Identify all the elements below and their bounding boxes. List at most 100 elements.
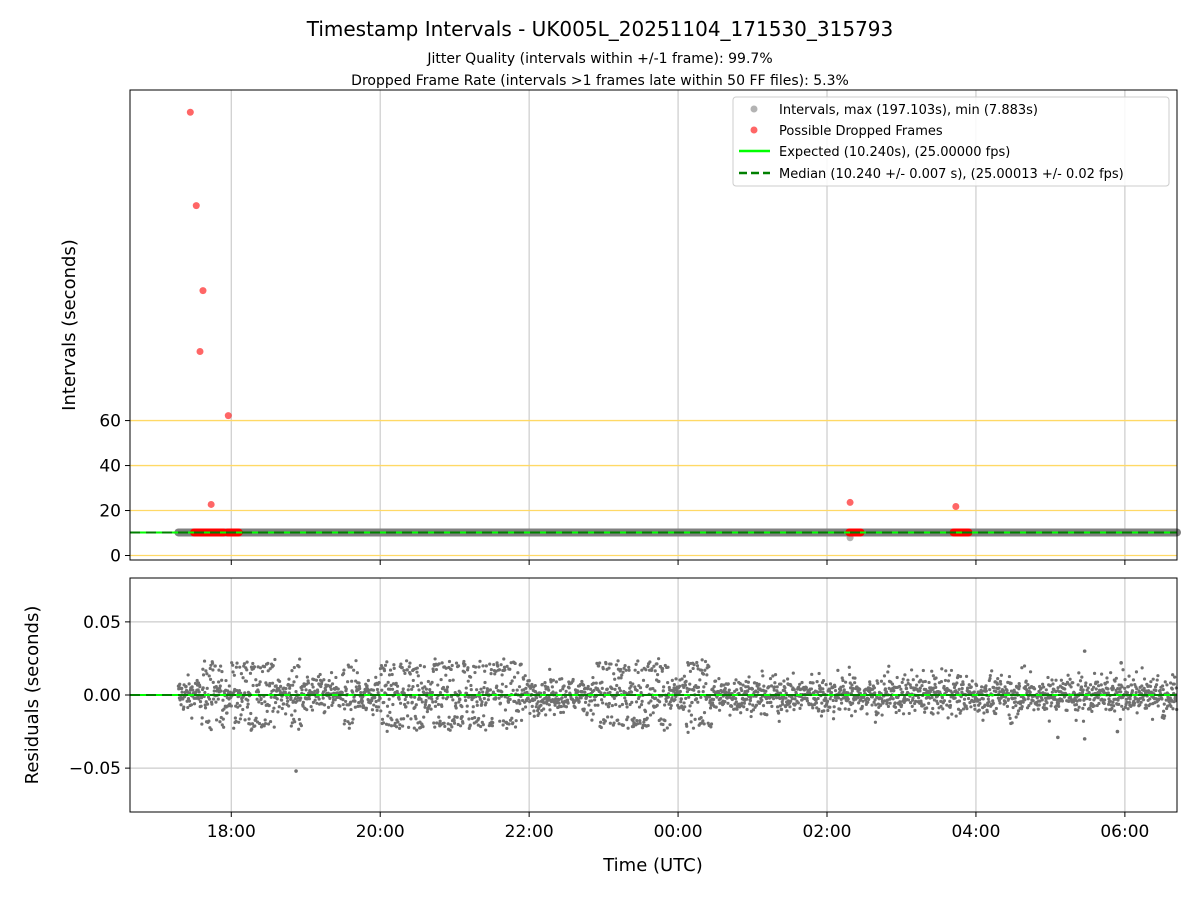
residual-point <box>263 721 268 726</box>
residual-point <box>713 679 718 683</box>
residual-point <box>607 705 611 709</box>
residual-point <box>326 705 331 709</box>
residual-point <box>231 670 235 674</box>
residual-point <box>998 690 1002 694</box>
residual-point <box>1027 703 1031 708</box>
residual-point <box>646 723 650 728</box>
residual-point <box>219 689 223 693</box>
residual-point <box>506 700 511 704</box>
residual-point <box>297 727 301 731</box>
residual-point <box>316 675 321 679</box>
x-tick-label: 20:00 <box>356 822 405 842</box>
residual-point <box>876 681 880 685</box>
residual-point <box>504 684 508 689</box>
residual-point <box>1107 702 1111 706</box>
residual-point <box>454 661 459 665</box>
residual-point <box>897 684 902 689</box>
residual-point <box>950 691 954 695</box>
residual-point <box>536 700 540 704</box>
residual-point <box>1022 664 1027 668</box>
residual-point <box>210 702 214 706</box>
residual-point <box>958 711 962 715</box>
residual-point <box>1105 676 1109 680</box>
residual-point <box>600 680 604 684</box>
residual-point <box>999 673 1004 677</box>
residual-point <box>751 703 755 707</box>
residual-point <box>589 699 594 703</box>
residual-point <box>1106 691 1110 695</box>
residual-point <box>1148 684 1153 689</box>
x-tick-label: 00:00 <box>654 822 703 842</box>
residual-point <box>380 717 385 721</box>
residual-point <box>601 701 605 705</box>
residual-point <box>1047 719 1051 723</box>
residual-point <box>608 690 612 695</box>
residual-point <box>1096 684 1101 688</box>
residual-point <box>621 723 626 727</box>
residual-point <box>512 675 517 679</box>
residual-point <box>395 684 400 688</box>
residual-point <box>885 700 889 705</box>
residual-point <box>592 688 596 693</box>
residual-point <box>900 680 904 685</box>
x-tick-label: 04:00 <box>951 822 1000 842</box>
residual-point <box>599 691 603 695</box>
residual-point <box>221 717 225 721</box>
residual-point <box>1076 683 1080 687</box>
residual-point <box>1060 699 1064 703</box>
residual-point <box>533 683 537 688</box>
residual-point <box>441 685 446 690</box>
residual-point <box>389 683 393 687</box>
residual-point <box>647 701 651 705</box>
residual-point <box>243 691 247 695</box>
residual-point <box>730 704 734 708</box>
residual-point <box>751 708 756 712</box>
residual-point <box>1160 697 1164 701</box>
residual-point <box>1108 699 1112 703</box>
residual-point <box>747 675 751 679</box>
residual-point <box>430 690 435 695</box>
residual-point <box>217 680 221 684</box>
residual-point <box>386 680 390 684</box>
residual-point <box>1081 719 1086 723</box>
residual-point <box>769 700 773 704</box>
residual-point <box>288 683 292 688</box>
residual-point <box>1126 685 1131 689</box>
residual-point <box>790 697 794 701</box>
residual-point <box>1013 696 1017 700</box>
residual-point <box>978 701 982 706</box>
residual-point <box>701 672 706 676</box>
residual-point <box>178 682 182 686</box>
residual-point <box>235 661 239 665</box>
residual-point <box>640 726 645 730</box>
residual-point <box>420 700 424 704</box>
residual-point <box>613 677 617 681</box>
residual-point <box>355 671 359 675</box>
residual-point <box>1156 674 1160 678</box>
residual-point <box>341 698 345 702</box>
y-tick-label: 40 <box>99 457 121 477</box>
residual-point <box>903 673 907 677</box>
residual-point <box>662 685 666 689</box>
residual-point <box>497 696 501 700</box>
residual-point <box>734 696 738 701</box>
residual-point <box>1099 683 1103 687</box>
residual-point <box>1032 687 1037 691</box>
residual-point <box>895 675 899 680</box>
residual-point <box>235 688 239 693</box>
residual-point <box>268 719 273 724</box>
residual-point <box>299 696 303 700</box>
residual-point <box>775 685 779 689</box>
residual-point <box>203 690 207 695</box>
residual-point <box>447 659 452 664</box>
residual-point <box>211 680 215 684</box>
residual-point <box>621 670 625 674</box>
residual-point <box>682 674 687 678</box>
residual-point <box>786 677 790 681</box>
residual-point <box>462 670 467 674</box>
residual-point <box>344 699 348 704</box>
residual-point <box>416 674 420 678</box>
residual-point <box>600 698 604 702</box>
residual-point <box>770 704 774 708</box>
residual-point <box>1013 700 1018 704</box>
